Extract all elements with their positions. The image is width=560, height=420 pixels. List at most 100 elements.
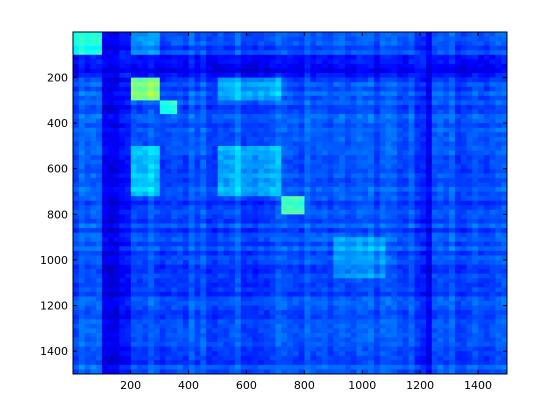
heatmap-cell bbox=[292, 328, 300, 334]
heatmap-cell bbox=[200, 237, 207, 243]
heatmap-cell bbox=[281, 228, 288, 233]
heatmap-cell bbox=[252, 187, 259, 192]
heatmap-cell bbox=[385, 36, 392, 42]
heatmap-cell bbox=[84, 191, 91, 197]
heatmap-cell bbox=[373, 141, 381, 147]
heatmap-cell bbox=[223, 264, 230, 270]
heatmap-cell bbox=[298, 296, 305, 302]
heatmap-cell bbox=[368, 164, 375, 170]
heatmap-cell bbox=[125, 127, 132, 133]
heatmap-cell bbox=[316, 250, 323, 256]
heatmap-cell bbox=[350, 118, 357, 124]
heatmap-cell bbox=[379, 323, 386, 329]
heatmap-cell bbox=[483, 214, 490, 220]
heatmap-cell bbox=[344, 205, 352, 211]
heatmap-cell bbox=[414, 54, 421, 60]
heatmap-cell bbox=[501, 246, 508, 252]
heatmap-cell bbox=[84, 218, 91, 224]
heatmap-cell bbox=[414, 59, 421, 65]
heatmap-cell bbox=[229, 264, 236, 270]
heatmap-cell bbox=[316, 228, 323, 233]
heatmap-cell bbox=[414, 209, 421, 215]
heatmap-cell bbox=[229, 136, 236, 142]
heatmap-cell bbox=[252, 278, 259, 284]
heatmap-cell bbox=[385, 319, 392, 325]
heatmap-cell bbox=[136, 114, 143, 119]
heatmap-cell bbox=[159, 41, 166, 47]
heatmap-cell bbox=[333, 95, 340, 101]
heatmap-cell bbox=[379, 127, 386, 133]
heatmap-cell bbox=[373, 232, 381, 238]
heatmap-cell bbox=[362, 264, 369, 270]
heatmap-cell bbox=[194, 114, 201, 119]
heatmap-cell bbox=[356, 228, 363, 233]
heatmap-cell bbox=[478, 95, 485, 101]
heatmap-cell bbox=[281, 146, 288, 151]
heatmap-cell bbox=[177, 32, 184, 37]
heatmap-cell bbox=[304, 241, 311, 247]
heatmap-cell bbox=[478, 291, 485, 297]
heatmap-cell bbox=[298, 118, 305, 124]
heatmap-cell bbox=[391, 146, 398, 151]
heatmap-cell bbox=[489, 177, 496, 183]
heatmap-cell bbox=[379, 109, 386, 115]
heatmap-cell bbox=[344, 310, 352, 316]
heatmap-cell bbox=[292, 164, 300, 170]
heatmap-cell bbox=[443, 114, 450, 119]
heatmap-cell bbox=[194, 328, 201, 334]
heatmap-cell bbox=[240, 305, 247, 311]
heatmap-cell bbox=[391, 187, 398, 192]
heatmap-cell bbox=[148, 136, 155, 142]
heatmap-cell bbox=[78, 323, 85, 329]
heatmap-cell bbox=[425, 200, 433, 206]
heatmap-cell bbox=[73, 114, 80, 119]
heatmap-cell bbox=[229, 282, 236, 288]
heatmap-cell bbox=[385, 214, 392, 220]
heatmap-cell bbox=[298, 86, 305, 92]
heatmap-cell bbox=[107, 296, 114, 302]
heatmap-cell bbox=[165, 109, 172, 115]
heatmap-cell bbox=[373, 95, 381, 101]
heatmap-cell bbox=[246, 114, 253, 119]
heatmap-cell bbox=[113, 136, 120, 142]
heatmap-cell bbox=[165, 228, 172, 233]
heatmap-cell bbox=[449, 32, 456, 37]
heatmap-cell bbox=[483, 232, 490, 238]
heatmap-cell bbox=[402, 187, 409, 192]
heatmap-cell bbox=[287, 164, 294, 170]
heatmap-cell bbox=[165, 118, 172, 124]
heatmap-cell bbox=[206, 173, 213, 179]
heatmap-cell bbox=[362, 155, 369, 161]
heatmap-cell bbox=[125, 82, 132, 88]
heatmap-cell bbox=[119, 50, 126, 56]
heatmap-cell bbox=[408, 264, 415, 270]
heatmap-cell bbox=[90, 187, 97, 192]
heatmap-cell bbox=[119, 209, 126, 215]
heatmap-cell bbox=[362, 91, 369, 97]
heatmap-cell bbox=[113, 32, 120, 37]
heatmap-cell bbox=[391, 200, 398, 206]
heatmap-cell bbox=[235, 232, 242, 238]
heatmap-cell bbox=[373, 68, 381, 74]
heatmap-cell bbox=[188, 63, 195, 69]
heatmap-cell bbox=[397, 182, 404, 188]
heatmap-cell bbox=[136, 182, 143, 188]
heatmap-cell bbox=[321, 301, 328, 306]
heatmap-cell bbox=[402, 91, 409, 97]
heatmap-cell bbox=[501, 218, 508, 224]
heatmap-cell bbox=[472, 150, 479, 156]
heatmap-cell bbox=[368, 100, 375, 106]
heatmap-cell bbox=[472, 278, 479, 284]
heatmap-cell bbox=[275, 323, 282, 329]
heatmap-cell bbox=[84, 255, 91, 261]
heatmap-cell bbox=[460, 319, 467, 325]
heatmap-cell bbox=[269, 223, 276, 229]
heatmap-cell bbox=[402, 223, 409, 229]
heatmap-cell bbox=[154, 196, 161, 202]
heatmap-cell bbox=[84, 264, 91, 270]
heatmap-cell bbox=[420, 250, 427, 256]
heatmap-cell bbox=[298, 91, 305, 97]
heatmap-cell bbox=[159, 150, 166, 156]
heatmap-cell bbox=[136, 282, 143, 288]
heatmap-cell bbox=[333, 223, 340, 229]
